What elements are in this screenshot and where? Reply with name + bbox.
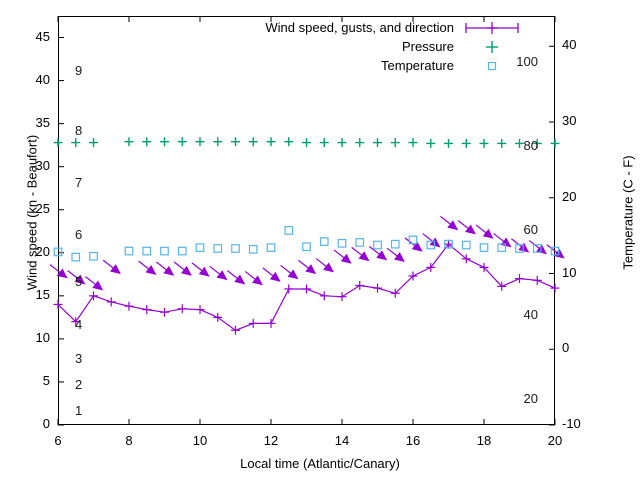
legend-label-pressure: Pressure xyxy=(401,39,454,54)
series-plus-line xyxy=(53,239,560,335)
beaufort-scale-label: 1 xyxy=(75,403,83,419)
x-axis-tick-label: 6 xyxy=(54,433,62,448)
beaufort-scale-label: 9 xyxy=(75,62,83,78)
y-axis-left-tick-label: 25 xyxy=(35,200,50,216)
beaufort-scale-label: 3 xyxy=(75,351,83,367)
y-axis-left-tick-label: 35 xyxy=(35,114,50,130)
y-axis-right-tick-label: 30 xyxy=(562,113,577,129)
fahrenheit-scale-label: 20 xyxy=(523,391,538,406)
axis-ticks xyxy=(57,16,556,426)
y-axis-left-tick-label: 20 xyxy=(35,243,50,259)
x-axis-tick-label: 12 xyxy=(263,433,279,448)
series-square xyxy=(53,226,560,262)
y-axis-right-tick-label: 10 xyxy=(562,264,577,280)
fahrenheit-scale-label: 60 xyxy=(523,222,538,238)
y-axis-right-tick-label: -10 xyxy=(562,416,581,431)
x-axis-tick-label: 14 xyxy=(334,433,350,448)
y-axis-right-tick-label: 20 xyxy=(562,188,577,204)
series-plus xyxy=(53,137,560,148)
y-axis-left-tick-label: 0 xyxy=(42,416,50,431)
legend-item-wind[interactable]: Wind speed, gusts, and direction xyxy=(228,18,520,37)
plot-area xyxy=(58,16,555,425)
fahrenheit-scale-label: 40 xyxy=(523,306,538,322)
legend-item-pressure[interactable]: Pressure xyxy=(228,37,520,56)
y-axis-left-tick-label: 10 xyxy=(35,329,50,345)
x-axis-tick-label: 16 xyxy=(405,433,421,448)
beaufort-scale-label: 7 xyxy=(75,174,83,190)
beaufort-scale-label: 6 xyxy=(75,226,83,242)
legend-label-wind: Wind speed, gusts, and direction xyxy=(265,20,454,35)
legend-label-temperature: Temperature xyxy=(381,58,454,73)
y-axis-right-tick-label: 0 xyxy=(562,340,570,356)
beaufort-scale-label: 4 xyxy=(75,316,83,332)
data-series xyxy=(49,137,565,335)
y-axis-left-tick-label: 5 xyxy=(42,372,50,388)
legend-key-pressure-icon xyxy=(464,39,520,55)
y-axis-left-tick-label: 45 xyxy=(35,28,50,44)
y-axis-left-tick-label: 15 xyxy=(35,286,50,302)
legend-key-wind-icon xyxy=(464,20,520,36)
series-arrow xyxy=(49,215,565,291)
x-axis-tick-label: 20 xyxy=(547,433,563,448)
fahrenheit-scale-label: 100 xyxy=(516,53,538,69)
legend-key-temperature-icon xyxy=(464,58,520,74)
fahrenheit-scale-label: 80 xyxy=(523,138,538,154)
x-axis-tick-label: 10 xyxy=(192,433,208,448)
beaufort-scale-label: 5 xyxy=(75,273,83,289)
x-axis-tick-label: 18 xyxy=(476,433,492,448)
chart-legend: Wind speed, gusts, and direction Pressur… xyxy=(228,18,520,75)
y-axis-left-tick-label: 40 xyxy=(35,71,50,87)
beaufort-scale-label: 8 xyxy=(75,123,83,139)
x-axis-tick-label: 8 xyxy=(125,433,133,448)
legend-item-temperature[interactable]: Temperature xyxy=(228,56,520,75)
y-axis-right-tick-label: 40 xyxy=(562,37,577,53)
beaufort-scale-label: 2 xyxy=(75,377,83,393)
x-axis-title: Local time (Atlantic/Canary) xyxy=(240,456,400,471)
y-axis-left-tick-label: 30 xyxy=(35,157,50,173)
